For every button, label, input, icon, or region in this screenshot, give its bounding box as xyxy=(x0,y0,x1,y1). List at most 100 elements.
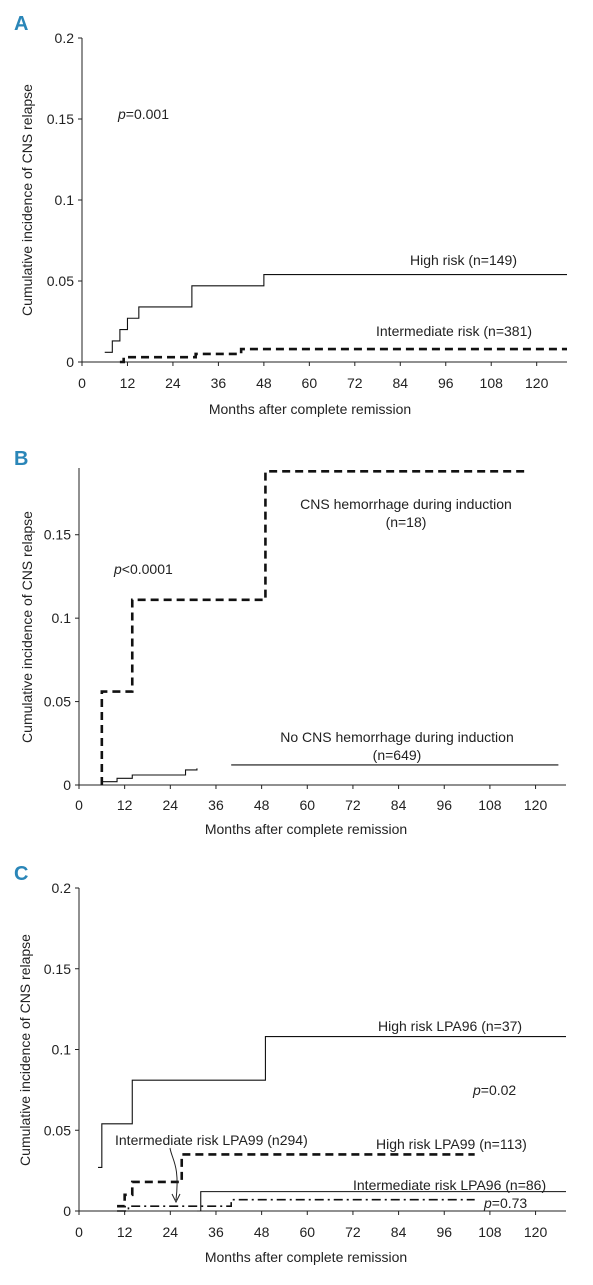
series-group xyxy=(100,470,559,785)
x-tick-label: 84 xyxy=(391,797,407,813)
legend-high-risk: High risk (n=149) xyxy=(410,252,517,268)
x-tick-label: 12 xyxy=(120,375,136,391)
series-line-1 xyxy=(104,273,567,353)
y-axis-title: Cumulative incidence of CNS relapse xyxy=(19,84,35,316)
y-tick-label: 0.1 xyxy=(55,192,75,208)
legend-intermediate-risk-lpa96: Intermediate risk LPA96 (n=86) xyxy=(353,1177,546,1193)
series-line-1 xyxy=(98,1036,566,1168)
x-tick-label: 120 xyxy=(525,375,549,391)
series-line-3 xyxy=(196,1191,566,1212)
x-tick-label: 24 xyxy=(163,797,179,813)
series-line-2 xyxy=(119,347,567,364)
y-tick-labels: 0 0.05 0.1 0.15 0.2 xyxy=(44,880,79,1219)
y-tick-label: 0 xyxy=(66,354,74,370)
x-tick-labels: 0 12 24 36 48 60 72 84 96 108 120 xyxy=(78,362,549,391)
y-axis-title: Cumulative incidence of CNS relapse xyxy=(17,934,33,1166)
callout-arrow-head xyxy=(171,1193,181,1204)
x-tick-label: 36 xyxy=(208,797,224,813)
x-tick-label: 72 xyxy=(345,797,361,813)
x-tick-label: 0 xyxy=(75,1224,83,1240)
x-tick-label: 36 xyxy=(211,375,227,391)
panel-c: C 0 0.05 0.1 0.15 0.2 0 12 24 36 48 60 72 84 96 108 12… xyxy=(14,863,566,1265)
x-tick-label: 60 xyxy=(302,375,318,391)
p-value: =0.02 xyxy=(481,1082,517,1098)
p-value: =0.001 xyxy=(126,106,169,122)
series-line-4 xyxy=(117,1198,475,1212)
series-group xyxy=(98,1036,566,1212)
x-tick-label: 60 xyxy=(299,797,315,813)
y-tick-label: 0.2 xyxy=(55,30,75,46)
y-tick-label: 0.1 xyxy=(52,1042,72,1058)
legend-high-risk-lpa96: High risk LPA96 (n=37) xyxy=(378,1018,522,1034)
x-tick-label: 0 xyxy=(78,375,86,391)
x-tick-label: 120 xyxy=(524,797,548,813)
legend-cns-hemorrhage-line2: (n=18) xyxy=(386,514,427,530)
p-value: <0.0001 xyxy=(122,561,173,577)
x-tick-label: 72 xyxy=(347,375,363,391)
series-line-2 xyxy=(117,1153,475,1208)
legend-no-cns-hemorrhage-line1: No CNS hemorrhage during induction xyxy=(280,729,513,745)
panel-letter-b: B xyxy=(14,448,28,470)
p-value-annotation-1: p=0.02 xyxy=(472,1082,516,1098)
x-tick-label: 48 xyxy=(256,375,272,391)
y-tick-label: 0.05 xyxy=(44,1122,71,1138)
panel-a: A 0 0.05 0.1 0.15 0.2 0 12 24 36 48 60 72 84 96 108 12… xyxy=(14,13,567,417)
x-tick-labels: 0 12 24 36 48 60 72 84 96 108 120 xyxy=(75,1211,547,1240)
callout-arrow xyxy=(169,1147,178,1201)
p-symbol: p xyxy=(113,561,122,577)
y-tick-labels: 0 0.05 0.1 0.15 0.2 xyxy=(47,30,82,370)
series-line-2 xyxy=(101,768,198,783)
legend-high-risk-lpa99: High risk LPA99 (n=113) xyxy=(376,1136,527,1152)
x-tick-label: 48 xyxy=(254,797,270,813)
x-axis-title: Months after complete remission xyxy=(209,401,411,417)
x-tick-label: 72 xyxy=(345,1224,361,1240)
x-tick-labels: 0 12 24 36 48 60 72 84 96 108 120 xyxy=(75,785,547,813)
x-tick-label: 48 xyxy=(254,1224,270,1240)
legend-cns-hemorrhage-line1: CNS hemorrhage during induction xyxy=(300,496,512,512)
x-tick-label: 36 xyxy=(208,1224,224,1240)
x-tick-label: 108 xyxy=(478,797,502,813)
x-tick-label: 12 xyxy=(117,1224,133,1240)
x-axis-title: Months after complete remission xyxy=(205,821,407,837)
p-value: =0.73 xyxy=(492,1195,528,1211)
p-symbol: p xyxy=(117,106,126,122)
panel-b: B 0 0.05 0.1 0.15 0 12 24 36 48 60 72 84 96 108 120 C… xyxy=(14,448,566,837)
x-tick-label: 24 xyxy=(163,1224,179,1240)
y-tick-label: 0.05 xyxy=(47,273,74,289)
x-tick-label: 84 xyxy=(391,1224,407,1240)
series-line-1 xyxy=(100,470,528,785)
x-tick-label: 96 xyxy=(436,797,452,813)
y-tick-label: 0 xyxy=(63,777,71,793)
x-tick-label: 120 xyxy=(524,1224,548,1240)
p-symbol: p xyxy=(483,1195,492,1211)
y-tick-label: 0.15 xyxy=(44,527,71,543)
x-tick-label: 60 xyxy=(299,1224,315,1240)
x-tick-label: 24 xyxy=(165,375,181,391)
x-axis-title: Months after complete remission xyxy=(205,1249,407,1265)
y-tick-label: 0.1 xyxy=(52,610,72,626)
y-axis-title: Cumulative incidence of CNS relapse xyxy=(19,511,35,743)
x-tick-label: 96 xyxy=(436,1224,452,1240)
y-tick-label: 0.15 xyxy=(47,111,74,127)
series-group xyxy=(104,273,567,364)
y-tick-labels: 0 0.05 0.1 0.15 xyxy=(44,527,79,793)
p-value-annotation-2: p=0.73 xyxy=(483,1195,527,1211)
legend-no-cns-hemorrhage-line2: (n=649) xyxy=(373,747,422,763)
legend-intermediate-risk-lpa99: Intermediate risk LPA99 (n294) xyxy=(115,1132,308,1148)
p-value-annotation: p<0.0001 xyxy=(113,561,173,577)
x-tick-label: 84 xyxy=(392,375,408,391)
y-tick-label: 0.15 xyxy=(44,961,71,977)
x-tick-label: 12 xyxy=(117,797,133,813)
p-value-annotation: p=0.001 xyxy=(117,106,169,122)
legend-intermediate-risk: Intermediate risk (n=381) xyxy=(376,323,532,339)
y-tick-label: 0.05 xyxy=(44,694,71,710)
y-tick-label: 0.2 xyxy=(52,880,72,896)
x-tick-label: 108 xyxy=(478,1224,502,1240)
x-tick-label: 108 xyxy=(480,375,504,391)
y-tick-label: 0 xyxy=(63,1203,71,1219)
panel-letter-a: A xyxy=(14,13,28,35)
x-tick-label: 96 xyxy=(438,375,454,391)
panel-letter-c: C xyxy=(14,863,28,885)
x-tick-label: 0 xyxy=(75,797,83,813)
